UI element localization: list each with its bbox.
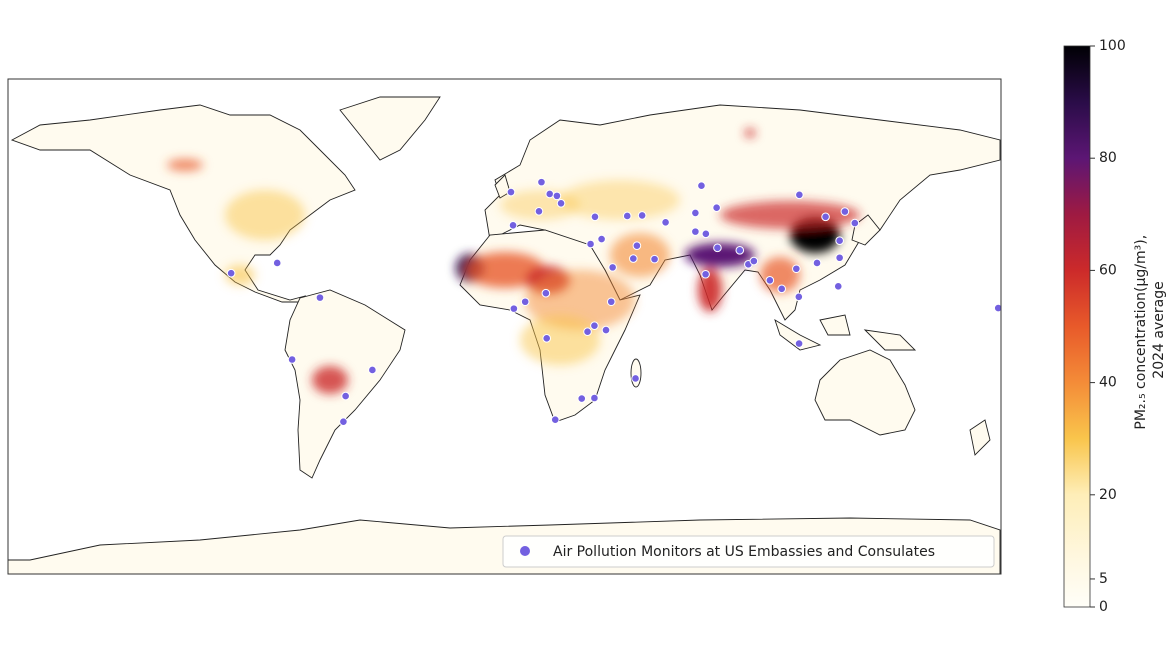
monitor-point: [537, 177, 546, 187]
monitor-point: [713, 243, 722, 253]
monitor-point: [794, 292, 804, 302]
monitor-point: [629, 254, 638, 263]
monitor-point: [520, 297, 530, 307]
colorbar-tick-label: 80: [1099, 150, 1117, 166]
monitor-point: [821, 212, 830, 222]
map-frame: [7, 78, 1002, 575]
monitor-point: [590, 393, 599, 403]
colorbar-tick-label: 20: [1099, 487, 1117, 503]
monitor-point: [601, 325, 611, 335]
monitor-point: [577, 394, 587, 403]
monitor-point: [542, 334, 552, 343]
monitor-point: [835, 236, 844, 245]
monitor-point: [735, 246, 745, 255]
monitors: [226, 177, 1001, 426]
monitor-point: [586, 239, 595, 249]
monitor-point: [632, 241, 642, 250]
colorbar-label-line: PM₂.₅ concentration(µg/m³),: [1133, 235, 1149, 430]
monitor-point: [541, 288, 551, 298]
legend-marker: [520, 546, 530, 556]
colorbar-tick-label: 60: [1099, 262, 1117, 278]
monitor-point: [691, 227, 700, 236]
monitor-point: [590, 212, 600, 222]
monitor-point: [833, 282, 843, 291]
monitor-point: [226, 268, 236, 278]
colorbar: PM₂.₅ concentration(µg/m³), 2024 average…: [1063, 38, 1167, 615]
colorbar-label: PM₂.₅ concentration(µg/m³), 2024 average: [1133, 230, 1167, 429]
monitor-point: [661, 217, 670, 227]
monitor-point: [272, 258, 282, 268]
colorbar-tick-label: 5: [1099, 571, 1108, 587]
monitor-point: [637, 211, 647, 220]
monitor-point: [777, 284, 787, 294]
monitor-point: [794, 339, 804, 348]
monitor-point: [701, 229, 711, 239]
monitor-point: [287, 355, 297, 364]
monitor-point: [552, 191, 562, 201]
monitor-point: [606, 297, 616, 307]
monitor-point: [315, 293, 325, 302]
monitor-point: [597, 234, 606, 244]
monitor-point: [508, 221, 518, 230]
monitor-point: [545, 189, 555, 199]
monitor-point: [749, 256, 759, 266]
colorbar-tick-label: 40: [1099, 375, 1117, 391]
monitor-point: [368, 365, 377, 375]
monitor-point: [835, 253, 844, 263]
legend-box: [502, 535, 995, 568]
monitor-point: [701, 269, 710, 279]
monitor-point: [993, 303, 1001, 313]
monitor-point: [650, 254, 659, 264]
monitor-point: [341, 391, 350, 401]
map: Air Pollution Monitors at US Embassies a…: [8, 79, 1001, 574]
monitor-point: [622, 211, 632, 221]
monitor-point: [534, 206, 544, 216]
monitor-point: [590, 321, 599, 330]
monitor-point: [765, 276, 775, 285]
colorbar-tick-label: 100: [1099, 38, 1126, 54]
monitor-point: [850, 218, 860, 228]
monitor-point: [583, 327, 592, 337]
monitor-point: [608, 263, 617, 272]
monitor-point: [691, 208, 700, 218]
monitor-point: [792, 264, 801, 274]
monitor-point: [631, 374, 640, 383]
monitor-point: [506, 187, 516, 197]
colorbar-tick-label: 0: [1099, 599, 1108, 615]
monitor-point: [840, 207, 850, 216]
legend-label: Air Pollution Monitors at US Embassies a…: [553, 544, 935, 560]
pollution-field: [167, 129, 860, 394]
monitor-point: [697, 181, 706, 190]
colorbar-label-line: 2024 average: [1151, 281, 1167, 378]
monitor-point: [812, 258, 822, 268]
monitor-point: [556, 199, 566, 208]
monitor-point: [712, 203, 721, 212]
legend: Air Pollution Monitors at US Embassies a…: [502, 535, 995, 568]
monitor-point: [509, 304, 519, 313]
monitor-point: [550, 415, 560, 425]
colorbar-gradient: [1063, 45, 1091, 608]
monitor-point: [795, 190, 804, 200]
monitor-point: [339, 417, 348, 426]
